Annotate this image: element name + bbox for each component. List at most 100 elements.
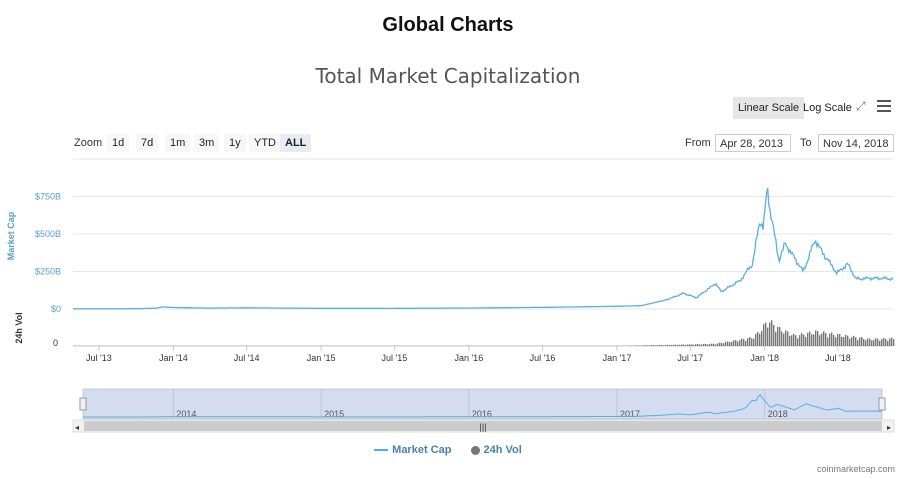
from-date-input[interactable]: Apr 28, 2013 xyxy=(715,134,791,152)
volume-bar xyxy=(805,336,807,346)
volume-bar xyxy=(783,333,785,346)
volume-bar xyxy=(635,345,637,346)
volume-bar xyxy=(699,344,701,346)
volume-bar xyxy=(695,344,697,346)
volume-bar xyxy=(689,344,691,346)
volume-bar xyxy=(881,339,883,346)
volume-bar xyxy=(823,331,825,346)
volume-bar xyxy=(877,338,879,346)
volume-bar xyxy=(889,338,891,346)
volume-bar xyxy=(655,345,657,346)
volume-bar xyxy=(887,340,889,346)
volume-bar xyxy=(683,344,685,346)
x-tick-label: Jan '14 xyxy=(159,353,188,363)
volume-bar xyxy=(709,344,711,346)
zoom-all-button[interactable]: ALL xyxy=(280,134,312,152)
x-tick-label: Jul '14 xyxy=(234,353,260,363)
volume-bar xyxy=(657,345,659,346)
volume-bar xyxy=(651,345,653,346)
volume-bar xyxy=(859,337,861,346)
volume-bar xyxy=(681,344,683,346)
page-title: Global Charts xyxy=(382,14,514,36)
volume-bar xyxy=(661,345,663,346)
volume-bar xyxy=(727,341,729,346)
volume-bar xyxy=(751,338,753,346)
volume-bar xyxy=(797,338,799,346)
to-date-input[interactable]: Nov 14, 2018 xyxy=(818,134,894,152)
volume-bar xyxy=(755,333,757,346)
volume-bar xyxy=(833,334,835,346)
volume-bar xyxy=(757,332,759,346)
volume-bar xyxy=(733,340,735,346)
volume-bar xyxy=(735,340,737,346)
volume-bar xyxy=(737,341,739,346)
log-scale-button[interactable]: Log Scale xyxy=(803,102,852,114)
credit-link[interactable]: coinmarketcap.com xyxy=(816,464,895,474)
volume-bar xyxy=(831,332,833,346)
x-tick-label: Jan '15 xyxy=(307,353,336,363)
zoom-ytd-button[interactable]: YTD xyxy=(249,134,281,152)
y-tick-label: $250B xyxy=(35,267,61,277)
fullscreen-icon[interactable]: ⤢ xyxy=(856,99,866,113)
volume-bar xyxy=(879,340,881,346)
volume-bar xyxy=(675,344,677,346)
x-tick-label: Jul '18 xyxy=(825,353,851,363)
market-cap-line xyxy=(73,187,894,310)
y-tick-label: $0 xyxy=(51,304,61,314)
volume-bar xyxy=(775,331,777,346)
volume-bar xyxy=(801,333,803,346)
volume-bar xyxy=(885,338,887,346)
volume-bar xyxy=(811,334,813,346)
navigator-right-handle[interactable] xyxy=(878,397,886,411)
volume-axis-tick: 0 xyxy=(53,338,58,348)
zoom-1d-button[interactable]: 1d xyxy=(107,134,130,152)
zoom-1y-button[interactable]: 1y xyxy=(224,134,246,152)
volume-bar xyxy=(867,338,869,346)
legend-item-market-cap[interactable]: Market Cap xyxy=(374,444,451,456)
volume-bar xyxy=(789,335,791,346)
volume-bar xyxy=(731,341,733,346)
zoom-1m-button[interactable]: 1m xyxy=(165,134,191,152)
volume-bar xyxy=(641,345,643,346)
volume-bar xyxy=(857,340,859,346)
linear-scale-button[interactable]: Linear Scale xyxy=(733,97,805,119)
volume-bar xyxy=(645,345,647,346)
volume-bar xyxy=(769,322,771,346)
scroll-right-arrow-icon[interactable]: ▸ xyxy=(887,423,891,432)
volume-axis-label: 24h Vol xyxy=(14,312,24,343)
volume-bar xyxy=(741,338,743,346)
x-tick-label: Jul '15 xyxy=(381,353,407,363)
navigator-label: 2017 xyxy=(620,409,640,419)
volume-bar xyxy=(687,344,689,346)
volume-bar xyxy=(639,345,641,346)
navigator-left-handle[interactable] xyxy=(79,397,87,411)
volume-bar xyxy=(719,342,721,346)
volume-bar xyxy=(739,340,741,346)
scrollbar-thumb[interactable] xyxy=(84,421,882,431)
navigator-label: 2015 xyxy=(324,409,344,419)
scroll-left-arrow-icon[interactable]: ◂ xyxy=(75,423,79,432)
zoom-7d-button[interactable]: 7d xyxy=(136,134,159,152)
volume-bar xyxy=(855,337,857,346)
volume-bar xyxy=(843,337,845,346)
volume-bar xyxy=(703,343,705,346)
volume-bar xyxy=(849,338,851,346)
volume-bar xyxy=(847,335,849,346)
volume-bar xyxy=(871,340,873,346)
volume-bar xyxy=(825,332,827,346)
market-cap-legend-line-icon xyxy=(374,449,389,452)
volume-bar xyxy=(713,343,715,346)
volume-bar xyxy=(685,345,687,346)
legend-item-24h-vol[interactable]: 24h Vol xyxy=(470,444,522,456)
volume-bar xyxy=(817,331,819,346)
volume-bar xyxy=(837,334,839,346)
volume-bar xyxy=(777,326,779,346)
volume-bar xyxy=(785,330,787,346)
volume-bar xyxy=(821,333,823,346)
volume-bar xyxy=(863,339,865,346)
hamburger-menu-icon[interactable] xyxy=(877,100,891,115)
volume-bar xyxy=(793,333,795,346)
legend: Market Cap 24h Vol xyxy=(0,444,896,456)
zoom-3m-button[interactable]: 3m xyxy=(194,134,220,152)
volume-bar xyxy=(779,327,781,346)
